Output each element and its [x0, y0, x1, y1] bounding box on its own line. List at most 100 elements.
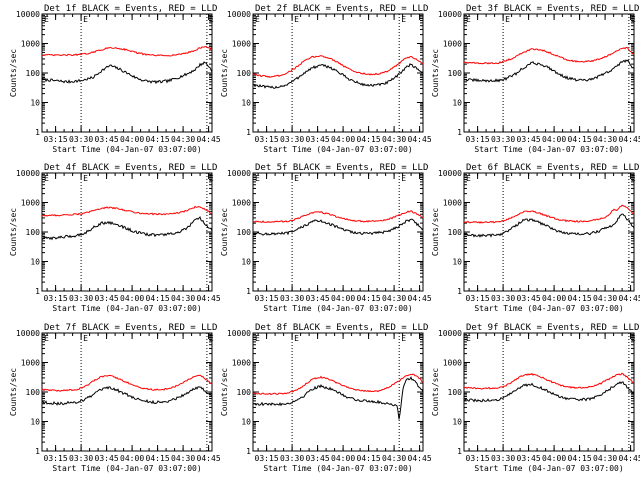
x-tick-label: 04:45	[408, 294, 432, 303]
event-marker-label: E	[505, 15, 510, 24]
detector-panel-6: Det 6f BLACK = Events, RED = LLD 1 10 100 10…	[431, 163, 640, 313]
y-axis-label: Counts/sec	[220, 368, 229, 416]
y-axis-label: Counts/sec	[9, 368, 18, 416]
y-tick-label: 1	[457, 447, 462, 456]
x-tick-label: 04:15	[146, 454, 170, 463]
y-tick-label: 1	[246, 128, 251, 137]
x-tick-label: 04:00	[331, 135, 355, 144]
x-axis-label: Start Time (04-Jan-07 03:07:00)	[52, 464, 201, 473]
x-tick-label: 03:30	[280, 135, 304, 144]
y-tick-label: 10	[241, 99, 251, 108]
lld-series-line	[463, 372, 635, 390]
x-tick-label: 04:15	[357, 294, 381, 303]
y-tick-label: 10000	[438, 169, 462, 178]
y-tick-label: 1000	[443, 199, 462, 208]
detector-panel-3: Det 3f BLACK = Events, RED = LLD 1 10 100 10…	[431, 4, 640, 154]
y-axis-label: Counts/sec	[431, 49, 440, 97]
detector-panel-2: Det 2f BLACK = Events, RED = LLD 1 10 100 10…	[220, 4, 432, 154]
y-axis-label: Counts/sec	[431, 208, 440, 256]
x-tick-label: 04:30	[593, 454, 617, 463]
event-marker-label: E	[83, 334, 88, 343]
event-marker-label: E	[631, 15, 636, 24]
event-marker-label: E	[209, 15, 214, 24]
panel-title: Det 1f BLACK = Events, RED = LLD	[44, 4, 217, 14]
x-tick-label: 04:15	[357, 135, 381, 144]
x-tick-label: 04:30	[593, 294, 617, 303]
y-tick-label: 10	[452, 99, 462, 108]
event-marker-label: E	[294, 334, 299, 343]
x-tick-label: 04:30	[382, 135, 406, 144]
event-marker-label-left: E	[255, 174, 260, 183]
y-tick-label: 1000	[232, 359, 251, 368]
y-tick-label: 1000	[21, 199, 40, 208]
event-marker-label: E	[83, 174, 88, 183]
y-tick-label: 100	[26, 228, 41, 237]
events-series-line	[41, 386, 213, 406]
x-tick-label: 03:30	[69, 135, 93, 144]
y-tick-label: 1000	[21, 359, 40, 368]
x-tick-label: 03:45	[95, 454, 119, 463]
y-tick-label: 10000	[227, 10, 251, 19]
y-tick-label: 1000	[443, 40, 462, 49]
x-tick-label: 03:45	[306, 294, 330, 303]
detector-panel-9: Det 9f BLACK = Events, RED = LLD 1 10 100 10…	[431, 323, 640, 473]
event-marker-label-left: E	[466, 15, 471, 24]
y-tick-label: 1	[35, 447, 40, 456]
x-tick-label: 04:45	[197, 135, 221, 144]
x-tick-label: 03:15	[255, 135, 279, 144]
x-tick-label: 03:15	[255, 294, 279, 303]
event-marker-label-left: E	[44, 334, 49, 343]
y-axis-label: Counts/sec	[9, 49, 18, 97]
panel-title: Det 9f BLACK = Events, RED = LLD	[466, 323, 639, 333]
x-tick-label: 03:15	[44, 135, 68, 144]
event-marker-label: E	[83, 15, 88, 24]
y-tick-label: 100	[448, 69, 463, 78]
x-tick-label: 03:30	[491, 135, 515, 144]
lld-series-line	[252, 210, 423, 223]
y-tick-label: 100	[237, 69, 252, 78]
lld-series-line	[252, 373, 424, 396]
event-marker-label-left: E	[466, 334, 471, 343]
events-series-line	[463, 59, 635, 83]
x-tick-label: 04:45	[619, 135, 640, 144]
panel-title: Det 7f BLACK = Events, RED = LLD	[44, 323, 217, 333]
lld-series-line	[41, 45, 212, 57]
y-tick-label: 10	[30, 258, 40, 267]
event-marker-label-left: E	[255, 334, 260, 343]
lld-series-line	[252, 55, 424, 78]
event-marker-label: E	[209, 174, 214, 183]
y-tick-label: 10	[30, 418, 40, 427]
x-tick-label: 03:30	[280, 294, 304, 303]
detector-panel-4: Det 4f BLACK = Events, RED = LLD 1 10 100 10…	[9, 163, 221, 313]
y-tick-label: 1000	[232, 40, 251, 49]
x-tick-label: 04:45	[619, 454, 640, 463]
event-marker-label-left: E	[44, 174, 49, 183]
y-axis-label: Counts/sec	[220, 208, 229, 256]
y-tick-label: 10000	[438, 10, 462, 19]
events-series-line	[463, 381, 635, 403]
panel-title: Det 6f BLACK = Events, RED = LLD	[466, 163, 639, 173]
lld-series-line	[41, 205, 213, 217]
y-tick-label: 10	[452, 258, 462, 267]
x-tick-label: 04:30	[171, 294, 195, 303]
detector-panel-8: Det 8f BLACK = Events, RED = LLD 1 10 100 10…	[220, 323, 432, 473]
y-tick-label: 10000	[438, 329, 462, 338]
event-marker-label: E	[631, 174, 636, 183]
x-tick-label: 03:45	[306, 135, 330, 144]
events-series-line	[252, 376, 424, 420]
x-tick-label: 04:00	[120, 294, 144, 303]
y-tick-label: 1	[246, 447, 251, 456]
y-tick-label: 10000	[227, 169, 251, 178]
x-tick-label: 03:30	[69, 454, 93, 463]
x-tick-label: 04:15	[357, 454, 381, 463]
x-tick-label: 04:30	[593, 135, 617, 144]
x-tick-label: 04:00	[542, 454, 566, 463]
x-tick-label: 03:15	[255, 454, 279, 463]
y-tick-label: 10000	[16, 10, 40, 19]
x-tick-label: 04:15	[568, 454, 592, 463]
x-axis-label: Start Time (04-Jan-07 03:07:00)	[52, 304, 201, 313]
x-tick-label: 03:45	[517, 294, 541, 303]
panel-title: Det 3f BLACK = Events, RED = LLD	[466, 4, 639, 14]
y-tick-label: 1	[35, 128, 40, 137]
